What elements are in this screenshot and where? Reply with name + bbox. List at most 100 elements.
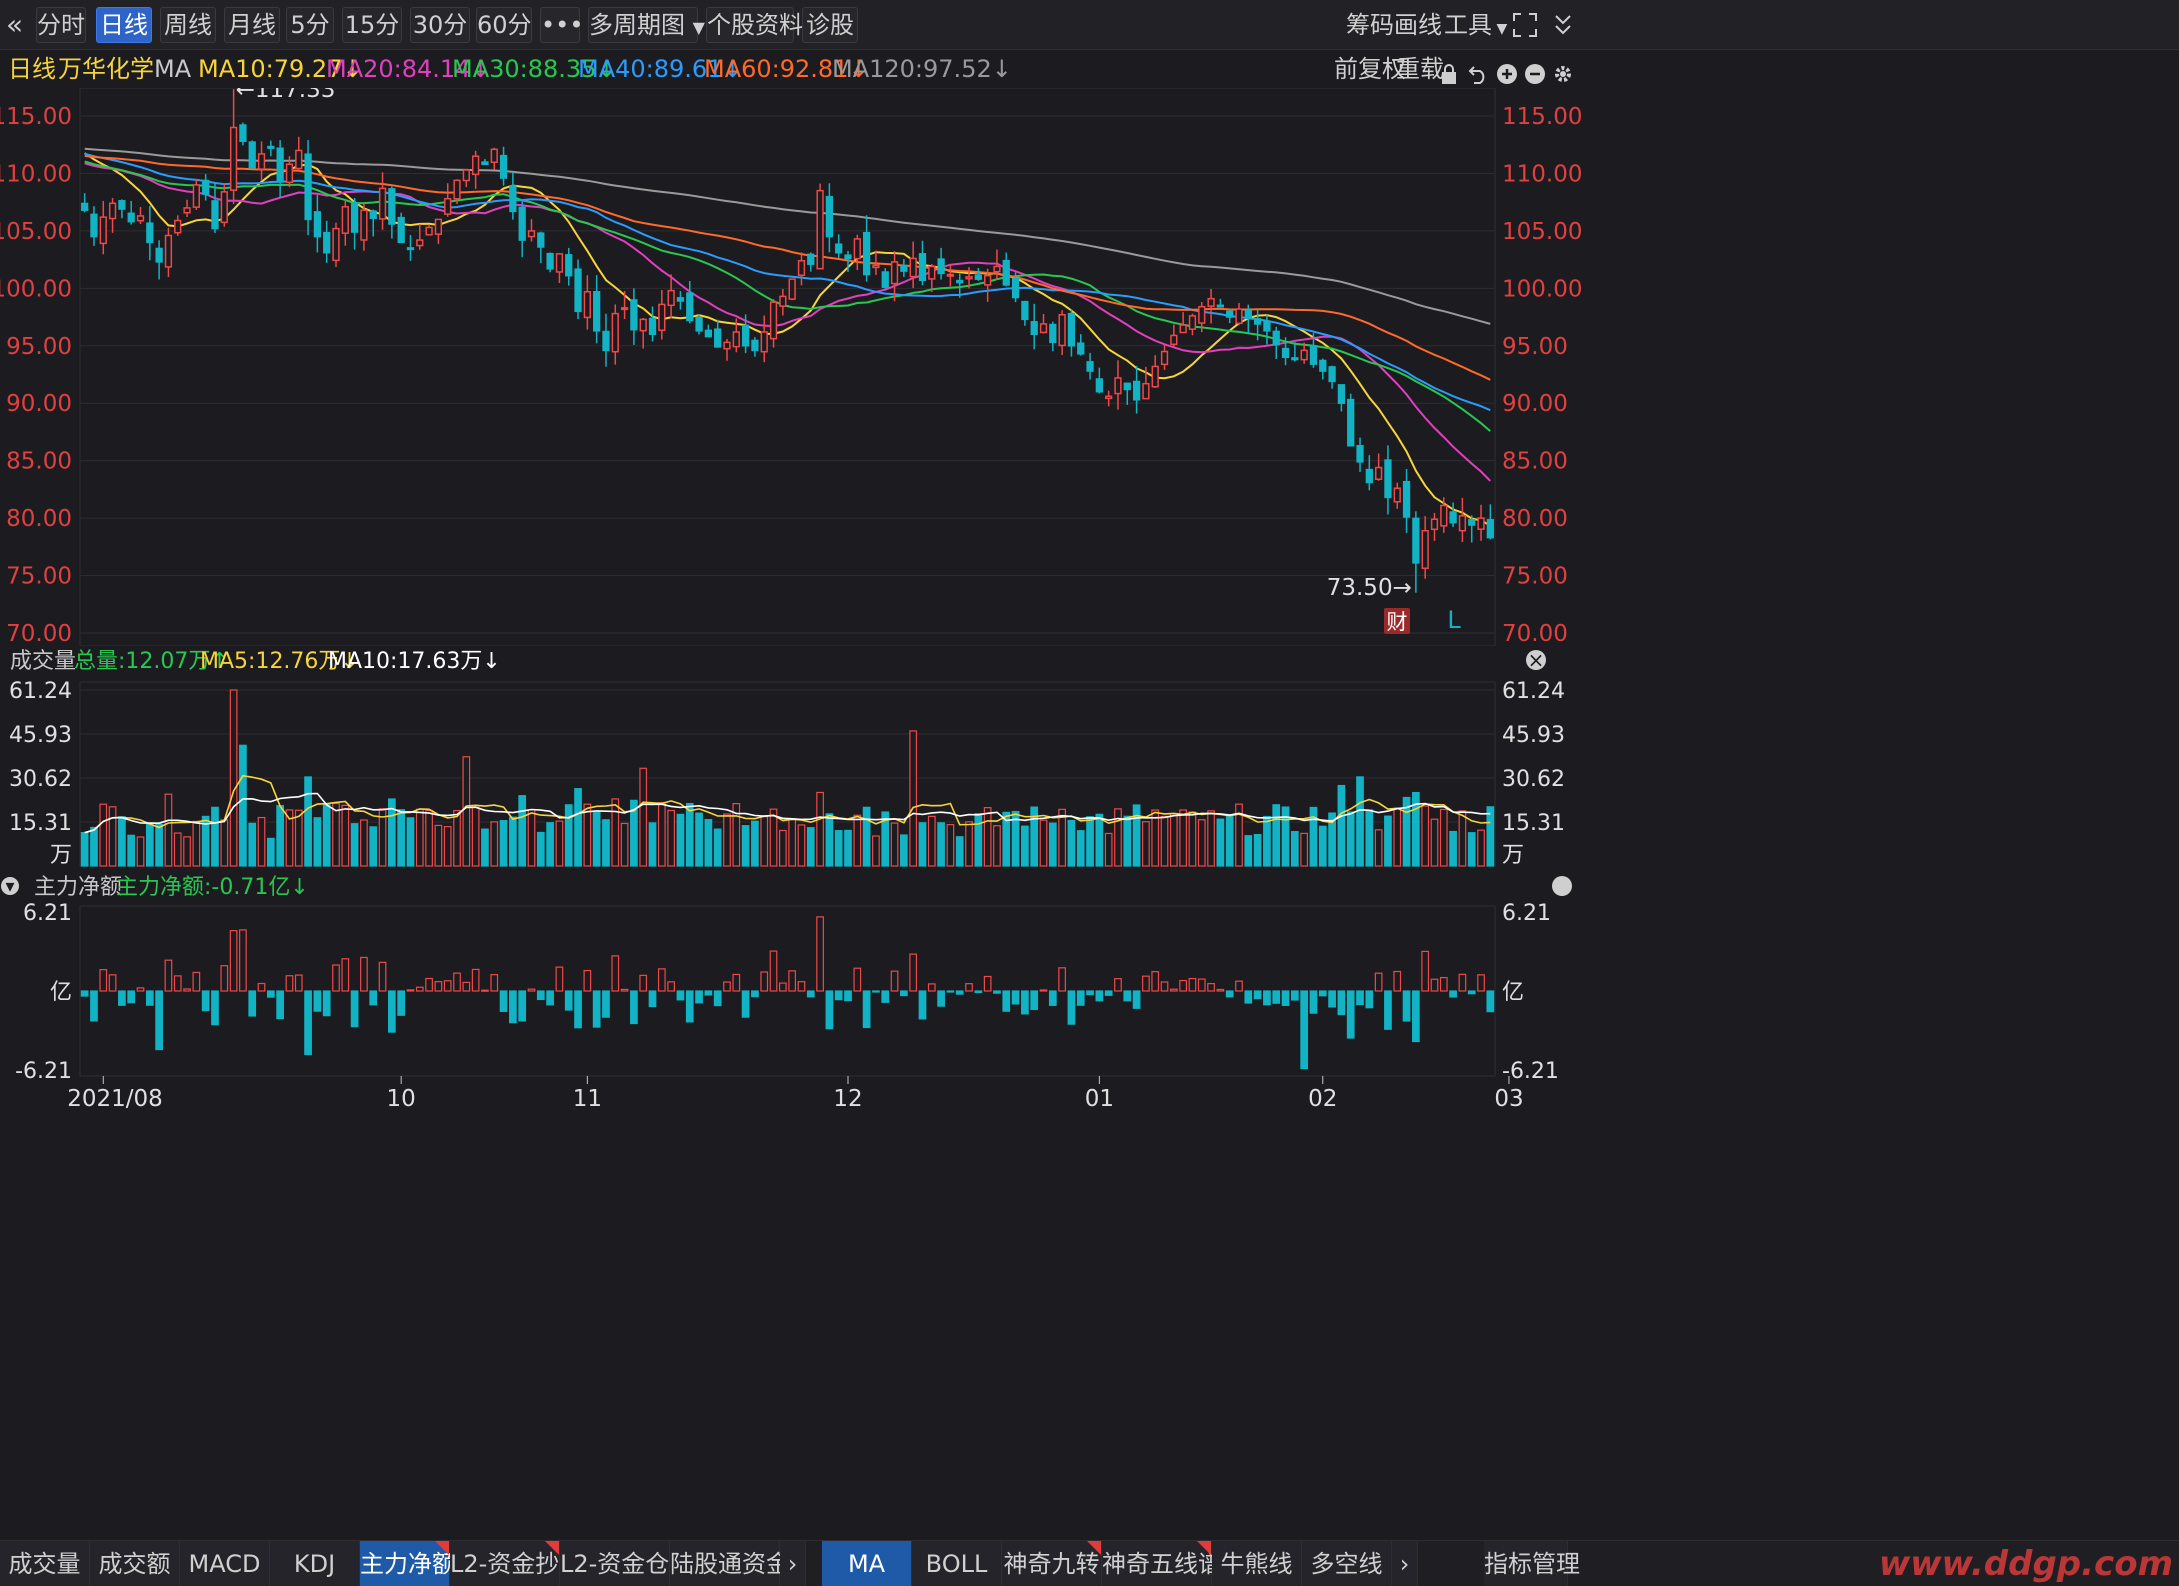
overlay-tab-4[interactable]: 牛熊线 <box>1212 1541 1302 1586</box>
volume-bar <box>546 822 554 867</box>
flow-bar <box>555 966 564 992</box>
candle-body <box>965 276 973 280</box>
volume-ma10-line <box>84 792 1491 834</box>
price-axis-label-left: 85.00 <box>6 449 72 475</box>
candle-body <box>1132 380 1141 401</box>
volume-bar <box>201 815 210 867</box>
candle-body <box>229 126 238 191</box>
flow-bar <box>1486 990 1495 1013</box>
flow-bar <box>1300 990 1309 1070</box>
flow-bar <box>108 974 117 992</box>
volume-bar <box>136 836 145 867</box>
candle-body <box>611 312 619 353</box>
period-tab-60min[interactable]: 60分 <box>476 7 532 43</box>
kline-chart-area[interactable]: 115.00 115.00 110.00 110.00 105.00 105.00 100.… <box>0 88 2179 1540</box>
overlay-scroll-right-icon[interactable]: › <box>1392 1541 1418 1586</box>
overlay-tab-3[interactable]: 神奇五线谱 <box>1102 1541 1222 1586</box>
indicator-tab-7[interactable]: 陆股通资金 <box>670 1541 790 1586</box>
period-tab-5min[interactable]: 5分 <box>286 7 334 43</box>
candle-body <box>555 253 564 273</box>
flow-bar <box>80 990 89 997</box>
stock-info-button[interactable]: 个股资料 <box>706 7 803 43</box>
flow-bar <box>1393 970 1402 992</box>
period-label: 日线 <box>8 55 56 83</box>
more-periods-button[interactable]: ••• <box>540 7 583 43</box>
zoom-in-icon[interactable] <box>1496 58 1518 96</box>
volume-bar <box>1263 815 1271 867</box>
flow-bar <box>583 969 592 992</box>
indicator-tab-1[interactable]: 成交额 <box>90 1541 180 1586</box>
volume-bar <box>797 824 806 867</box>
chips-button[interactable]: 筹码 <box>1346 11 1394 39</box>
indicator-tab-5[interactable]: L2-资金抄底 <box>450 1541 583 1586</box>
toolbar: « 分时 日线 周线 月线 5分 15分 30分 60分 ••• 多周期图 ▼ … <box>0 0 2179 50</box>
fullscreen-icon[interactable] <box>1512 7 1538 43</box>
flow-bar <box>1439 976 1448 992</box>
diagnosis-button[interactable]: 诊股 <box>802 7 858 43</box>
volume-bar <box>108 806 117 867</box>
volume-bar <box>1365 809 1374 867</box>
volume-bar <box>1169 813 1178 867</box>
period-tab-weekly[interactable]: 周线 <box>160 7 216 43</box>
flow-bar <box>90 990 98 1022</box>
stock-name: 万华化学 <box>58 55 154 83</box>
multi-period-dropdown[interactable]: 多周期图 ▼ <box>588 7 705 43</box>
ma-value-ma10: MA10:79.27↓ <box>198 55 363 83</box>
volume-bar <box>1244 835 1253 867</box>
flow-bar <box>481 989 489 992</box>
volume-bar <box>145 823 154 867</box>
overlay-tab-0[interactable]: MA <box>822 1541 912 1586</box>
volume-bar <box>1048 822 1057 867</box>
period-tab-15min[interactable]: 15分 <box>342 7 402 43</box>
candle-body <box>658 303 666 332</box>
zoom-out-icon[interactable] <box>1524 58 1546 96</box>
flow-bar <box>900 990 908 997</box>
volume-axis-label-right: 61.24 <box>1502 679 1565 704</box>
overlay-tab-2[interactable]: 神奇九转 <box>1002 1541 1102 1586</box>
undo-icon[interactable] <box>1468 58 1490 96</box>
indicator-name[interactable]: MA <box>154 55 192 83</box>
adjust-price-button[interactable]: 前复权 <box>1334 55 1406 83</box>
settings-gear-icon[interactable] <box>1552 58 1574 96</box>
candle-body <box>1039 323 1048 334</box>
collapse-icon[interactable] <box>1552 7 1574 43</box>
flow-bar <box>630 990 638 1025</box>
period-tab-fenshi[interactable]: 分时 <box>36 7 86 43</box>
flow-bar <box>1039 989 1048 992</box>
draw-line-button[interactable]: 画线 <box>1394 11 1442 39</box>
candle-body <box>527 230 536 238</box>
volume-bar <box>1318 825 1327 867</box>
period-tab-30min[interactable]: 30分 <box>410 7 470 43</box>
lock-icon[interactable] <box>1440 58 1458 96</box>
volume-bar <box>1179 809 1187 867</box>
indicator-tab-2[interactable]: MACD <box>180 1541 270 1586</box>
period-tab-daily[interactable]: 日线 <box>96 7 152 43</box>
indicator-tab-0[interactable]: 成交量 <box>0 1541 90 1586</box>
indicator-manage-button[interactable]: 指标管理 <box>1484 1541 1580 1586</box>
volume-bar <box>1123 815 1132 867</box>
volume-bar <box>453 809 461 867</box>
volume-bar <box>909 730 918 867</box>
flow-bar <box>471 968 480 992</box>
reload-button[interactable]: 重载 <box>1396 55 1444 83</box>
candle-body <box>1291 357 1299 361</box>
indicator-tab-3[interactable]: KDJ <box>270 1541 360 1586</box>
volume-bar <box>1374 829 1383 867</box>
volume-axis-label-left: 30.62 <box>9 767 72 792</box>
flow-bar <box>1067 990 1076 1025</box>
candle-body <box>136 215 145 222</box>
flow-bar <box>974 990 983 994</box>
candle-body <box>825 195 834 238</box>
overlay-tab-1[interactable]: BOLL <box>912 1541 1002 1586</box>
tools-dropdown[interactable]: 工具 ▼ <box>1444 7 1507 43</box>
overlay-tab-5[interactable]: 多空线 <box>1302 1541 1392 1586</box>
candle-body <box>248 141 256 169</box>
double-chevron-left-icon[interactable]: « <box>6 8 24 41</box>
period-tab-monthly[interactable]: 月线 <box>224 7 280 43</box>
indicator-tab-6[interactable]: L2-资金仓位 <box>560 1541 693 1586</box>
indicator-tab-4[interactable]: 主力净额 <box>360 1541 456 1586</box>
candle-body <box>835 243 843 254</box>
tabs-scroll-right-icon[interactable]: › <box>780 1541 806 1586</box>
volume-bar <box>229 689 238 867</box>
volume-bar <box>667 809 675 867</box>
